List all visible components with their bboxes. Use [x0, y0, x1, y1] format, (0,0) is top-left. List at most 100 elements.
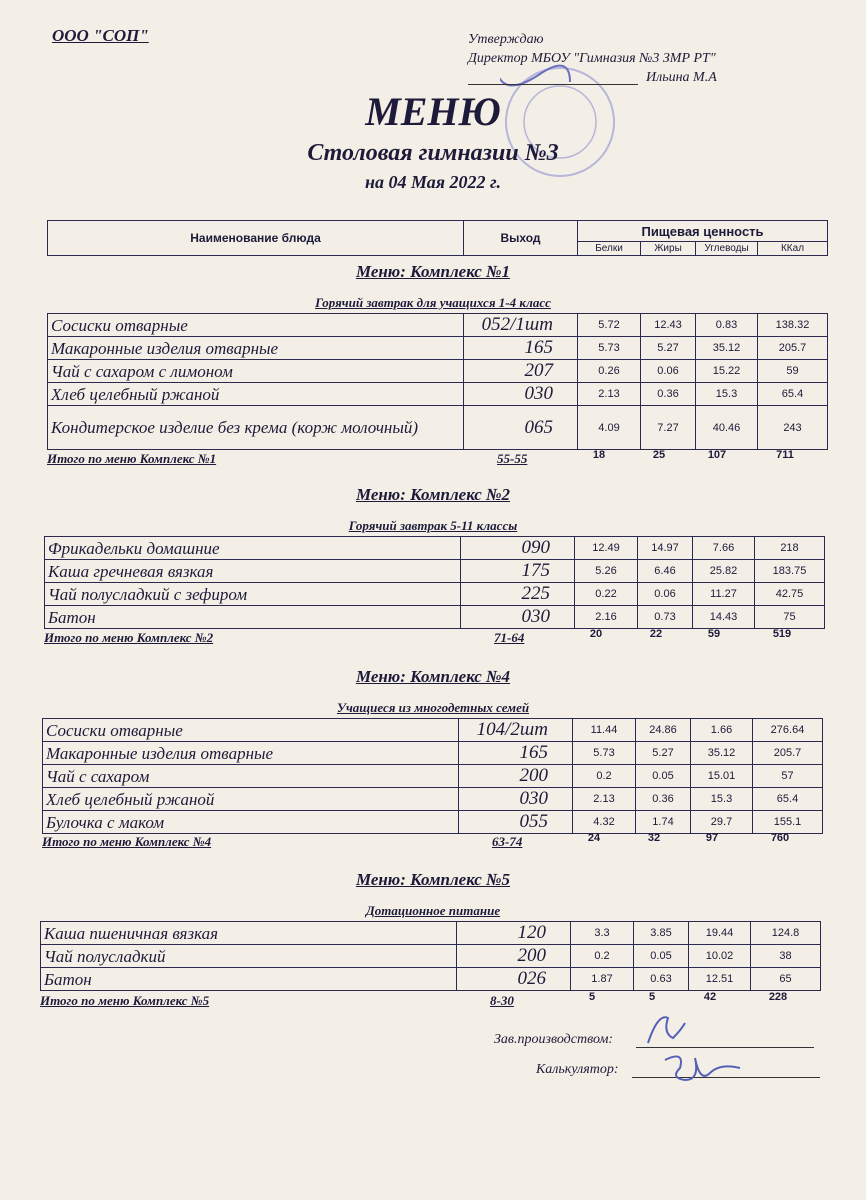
- carbs: 1.66: [690, 718, 753, 742]
- director-name: Ильина М.А: [646, 70, 717, 85]
- kcal: 218: [754, 536, 825, 560]
- proteins: 0.2: [570, 944, 634, 968]
- dish-output: 090: [460, 536, 575, 560]
- fats: 0.63: [633, 967, 689, 991]
- dish-name: Чай полусладкий: [40, 944, 457, 968]
- page-title: МЕНЮ: [365, 89, 501, 134]
- total-output: 63-74: [492, 834, 523, 849]
- dish-output: 030: [458, 787, 573, 811]
- section-subtitle: Горячий завтрак 5-11 классы: [348, 518, 518, 533]
- dish-name: Батон: [40, 967, 457, 991]
- carbs: 11.27: [692, 582, 755, 606]
- director-title: Директор МБОУ "Гимназия №3 ЗМР РТ": [468, 51, 716, 66]
- dish-output: 165: [458, 741, 573, 765]
- table-row: Чай с сахаром с лимоном 207 0.26 0.06 15.22 5…: [47, 359, 828, 383]
- total-label: Итого по меню Комплекс №2: [44, 630, 214, 645]
- fats: 24.86: [635, 718, 691, 742]
- kcal: 38: [750, 944, 821, 968]
- carbs: 12.51: [688, 967, 751, 991]
- total-fats: 5: [648, 991, 656, 1003]
- table-row: Сосиски отварные 104/2шт 11.44 24.86 1.66 276…: [42, 718, 823, 742]
- section-table: Сосиски отварные 052/1шт 5.72 12.43 0.83 138.…: [47, 313, 828, 450]
- dish-name: Чай полусладкий с зефиром: [44, 582, 461, 606]
- carbs: 35.12: [690, 741, 753, 765]
- proteins: 0.22: [574, 582, 638, 606]
- dish-name: Сосиски отварные: [47, 313, 464, 337]
- section-title: Меню: Комплекс №1: [355, 262, 511, 281]
- section-subtitle: Горячий завтрак для учащихся 1-4 класс: [315, 295, 551, 310]
- total-output: 8-30: [490, 993, 514, 1008]
- total-fats: 22: [649, 628, 663, 640]
- dish-output: 120: [456, 921, 571, 945]
- total-proteins: 24: [587, 832, 601, 844]
- fats: 6.46: [637, 559, 693, 583]
- proteins: 4.32: [572, 810, 636, 834]
- fats: 7.27: [640, 405, 696, 450]
- total-output: 55-55: [497, 451, 528, 466]
- total-proteins: 20: [589, 628, 603, 640]
- dish-name: Макаронные изделия отварные: [42, 741, 459, 765]
- carbs: 15.3: [695, 382, 758, 406]
- table-row: Чай полусладкий с зефиром 225 0.22 0.06 11.2…: [44, 582, 825, 606]
- section-subtitle: Учащиеся из многодетных семей: [336, 700, 530, 715]
- carbs: 25.82: [692, 559, 755, 583]
- table-header: Наименование блюда Выход Пищевая ценност…: [47, 220, 829, 256]
- kcal: 276.64: [752, 718, 823, 742]
- dish-output: 225: [460, 582, 575, 606]
- kcal: 57: [752, 764, 823, 788]
- total-proteins: 5: [588, 991, 596, 1003]
- dish-name: Чай с сахаром: [42, 764, 459, 788]
- header-kcal: ККал: [756, 241, 829, 256]
- proteins: 4.09: [577, 405, 641, 450]
- total-label: Итого по меню Комплекс №1: [47, 451, 217, 466]
- proteins: 3.3: [570, 921, 634, 945]
- header-name: Наименование блюда: [47, 220, 464, 256]
- carbs: 29.7: [690, 810, 753, 834]
- table-row: Каша пшеничная вязкая 120 3.3 3.85 19.44 124.…: [40, 921, 821, 945]
- table-row: Макаронные изделия отварные 165 5.73 5.27 35…: [42, 741, 823, 765]
- proteins: 5.73: [577, 336, 641, 360]
- production-signature-icon: [647, 1016, 686, 1044]
- dish-output: 052/1шт: [463, 313, 578, 337]
- fats: 14.97: [637, 536, 693, 560]
- section-table: Каша пшеничная вязкая 120 3.3 3.85 19.44 124.…: [40, 921, 821, 991]
- fats: 0.36: [640, 382, 696, 406]
- dish-name: Булочка с маком: [42, 810, 459, 834]
- dish-output: 030: [463, 382, 578, 406]
- fats: 5.27: [635, 741, 691, 765]
- approve-label: Утверждаю: [468, 32, 544, 47]
- table-row: Кондитерское изделие без крема (корж мол…: [47, 405, 828, 450]
- dish-output: 175: [460, 559, 575, 583]
- fats: 0.06: [637, 582, 693, 606]
- proteins: 1.87: [570, 967, 634, 991]
- header-carbs: Углеводы: [695, 241, 758, 256]
- carbs: 0.83: [695, 313, 758, 337]
- fats: 0.73: [637, 605, 693, 629]
- section-title: Меню: Комплекс №4: [355, 667, 511, 686]
- dish-output: 200: [458, 764, 573, 788]
- kcal: 205.7: [757, 336, 828, 360]
- table-row: Макаронные изделия отварные 165 5.73 5.27 35…: [47, 336, 828, 360]
- kcal: 65: [750, 967, 821, 991]
- dish-name: Кондитерское изделие без крема (корж мол…: [47, 405, 464, 450]
- carbs: 15.01: [690, 764, 753, 788]
- table-row: Каша гречневая вязкая 175 5.26 6.46 25.82 183…: [44, 559, 825, 583]
- menu-date: на 04 Мая 2022 г.: [365, 172, 501, 192]
- carbs: 15.3: [690, 787, 753, 811]
- proteins: 2.13: [572, 787, 636, 811]
- proteins: 5.73: [572, 741, 636, 765]
- dish-name: Хлеб целебный ржаной: [47, 382, 464, 406]
- header-nutrition: Пищевая ценность: [576, 220, 829, 242]
- carbs: 10.02: [688, 944, 751, 968]
- proteins: 0.2: [572, 764, 636, 788]
- dish-output: 030: [460, 605, 575, 629]
- table-row: Батон 030 2.16 0.73 14.43 75: [44, 605, 825, 629]
- dish-name: Чай с сахаром с лимоном: [47, 359, 464, 383]
- kcal: 75: [754, 605, 825, 629]
- kcal: 183.75: [754, 559, 825, 583]
- total-kcal: 760: [770, 832, 790, 844]
- kcal: 124.8: [750, 921, 821, 945]
- total-carbs: 59: [707, 628, 721, 640]
- carbs: 7.66: [692, 536, 755, 560]
- dish-name: Макаронные изделия отварные: [47, 336, 464, 360]
